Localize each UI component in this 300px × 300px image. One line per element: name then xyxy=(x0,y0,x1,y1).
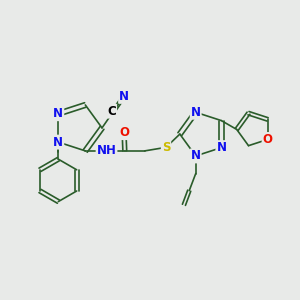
Text: C: C xyxy=(107,105,116,118)
Text: N: N xyxy=(191,149,201,162)
Text: N: N xyxy=(191,106,201,119)
Text: N: N xyxy=(119,90,129,103)
Text: N: N xyxy=(216,141,226,154)
Text: NH: NH xyxy=(97,144,116,158)
Text: O: O xyxy=(262,133,273,146)
Text: N: N xyxy=(53,107,63,120)
Text: O: O xyxy=(120,126,130,139)
Text: S: S xyxy=(162,141,170,154)
Text: N: N xyxy=(53,136,63,148)
